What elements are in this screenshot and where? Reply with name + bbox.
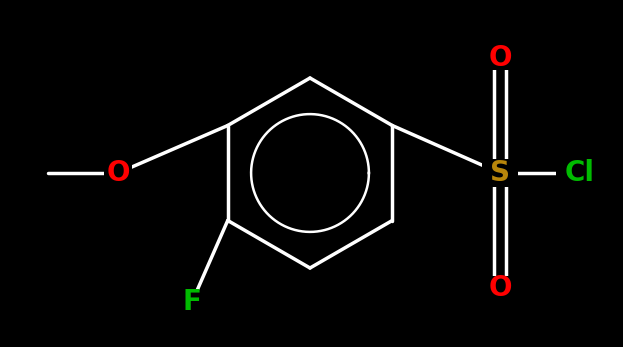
Text: Cl: Cl [565, 159, 595, 187]
Bar [482, 159, 518, 187]
Text: O: O [488, 44, 511, 72]
Bar [556, 161, 604, 185]
Text: F: F [183, 288, 201, 316]
Text: O: O [488, 274, 511, 302]
Text: S: S [490, 159, 510, 187]
Bar [486, 46, 514, 70]
Text: O: O [107, 159, 130, 187]
Bar [104, 161, 132, 185]
Bar [486, 276, 514, 300]
Bar [178, 290, 206, 314]
